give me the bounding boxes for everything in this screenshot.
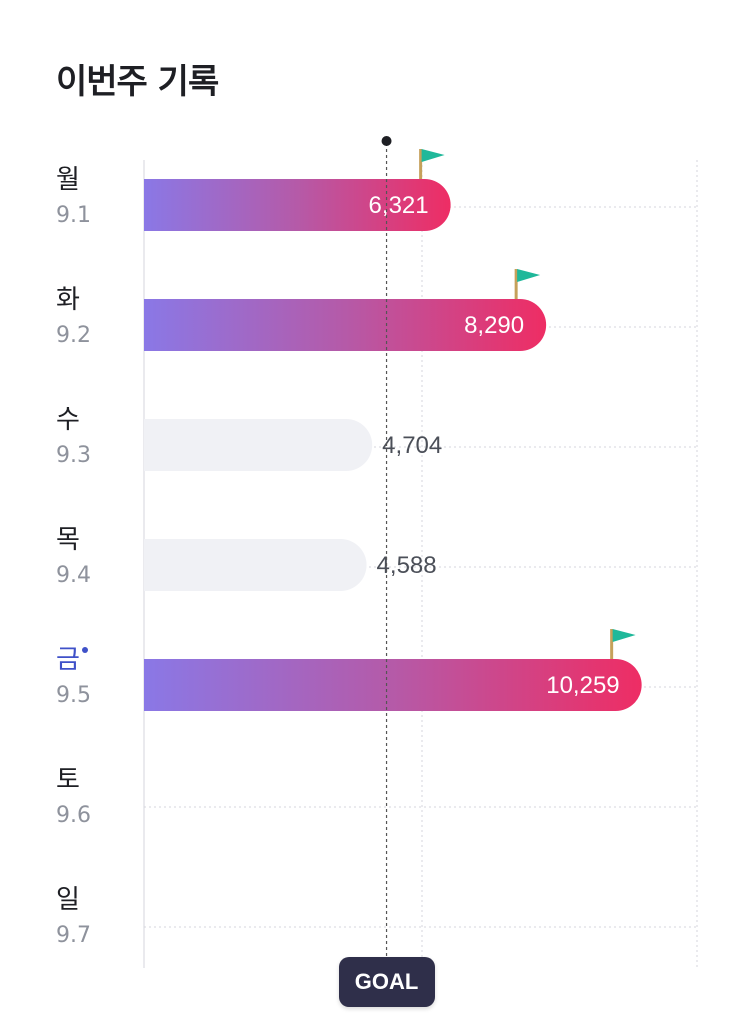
day-date: 9.1 bbox=[56, 203, 91, 228]
bar-goal-reached[interactable] bbox=[144, 179, 451, 232]
day-date: 9.6 bbox=[56, 803, 91, 828]
day-date: 9.5 bbox=[56, 683, 91, 708]
day-label-row: 일 9.7 bbox=[56, 883, 136, 953]
bar-value-label: 8,290 bbox=[464, 312, 524, 339]
day-name: 목 bbox=[56, 525, 80, 555]
bar-goal-reached[interactable] bbox=[144, 299, 547, 351]
day-name: 일 bbox=[56, 885, 80, 915]
day-date: 9.7 bbox=[56, 923, 91, 948]
day-name: 화 bbox=[56, 285, 80, 315]
bar-below-goal[interactable] bbox=[144, 539, 367, 591]
goal-flag-icon bbox=[610, 629, 636, 659]
bar-value-label: 6,321 bbox=[369, 192, 429, 219]
bar-value-label: 4,588 bbox=[377, 552, 437, 579]
goal-line-marker bbox=[381, 136, 392, 146]
flag-cloth bbox=[517, 269, 541, 282]
bar-goal-reached[interactable] bbox=[144, 659, 642, 711]
day-name: 금 bbox=[56, 643, 88, 677]
day-date: 9.4 bbox=[56, 563, 91, 588]
day-name: 토 bbox=[56, 765, 80, 795]
day-label-row: 목 9.4 bbox=[56, 523, 136, 593]
page-title: 이번주 기록 bbox=[56, 62, 219, 102]
day-label-row: 금 9.5 bbox=[56, 643, 136, 713]
flag-cloth bbox=[421, 149, 445, 162]
day-name: 수 bbox=[56, 405, 80, 435]
bar-below-goal[interactable] bbox=[144, 419, 373, 471]
day-label-row: 토 9.6 bbox=[56, 763, 136, 833]
day-label-row: 수 9.3 bbox=[56, 403, 136, 473]
bar-value-label: 4,704 bbox=[382, 432, 442, 459]
day-name: 월 bbox=[56, 165, 80, 195]
goal-badge: GOAL bbox=[338, 957, 435, 1007]
flag-cloth bbox=[612, 629, 636, 642]
goal-flag-icon bbox=[514, 269, 541, 299]
day-date: 9.2 bbox=[56, 323, 91, 348]
goal-flag-icon bbox=[419, 149, 445, 179]
day-date: 9.3 bbox=[56, 443, 91, 468]
bar-value-label: 10,259 bbox=[546, 672, 619, 699]
day-label-row: 월 9.1 bbox=[56, 163, 136, 233]
day-label-row: 화 9.2 bbox=[56, 283, 136, 353]
today-dot bbox=[81, 647, 88, 653]
